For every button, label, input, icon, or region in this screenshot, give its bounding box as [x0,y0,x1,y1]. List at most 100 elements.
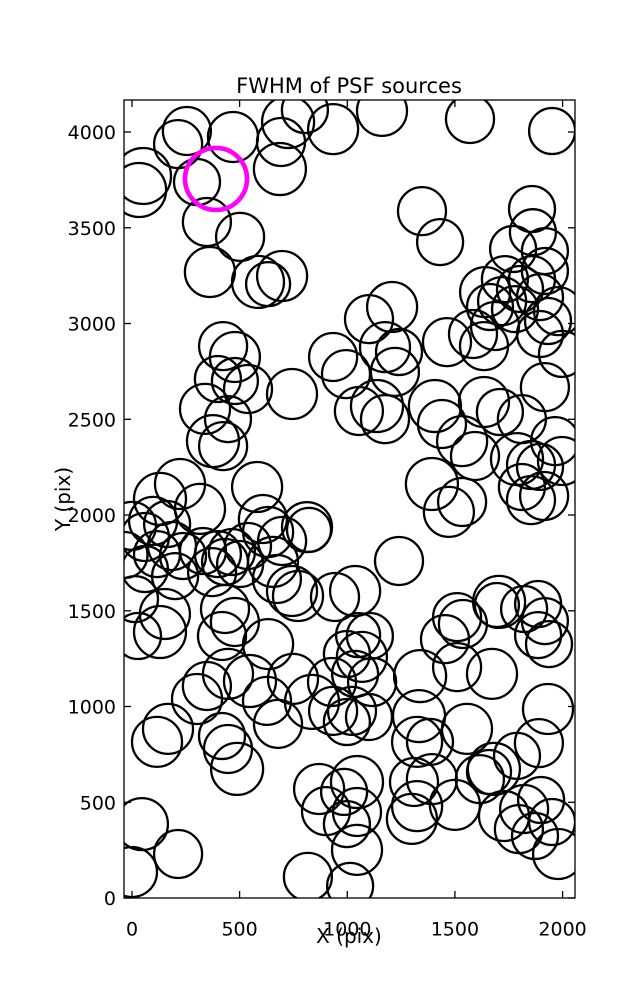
psf-source-circle [237,493,289,545]
psf-source-circle [322,697,372,747]
psf-source-circle [214,211,266,263]
psf-source-circle [513,610,563,660]
psf-source-circle [186,546,238,598]
psf-source-circle [369,346,421,398]
psf-source-circle [521,682,575,736]
y-tick-label: 3000 [68,314,116,336]
psf-source-circle [396,185,448,237]
psf-source-circle [335,630,389,684]
psf-source-circle [265,367,319,421]
psf-source-circle [415,217,465,267]
psf-source-circle [124,544,170,594]
psf-source-circle [515,442,565,492]
psf-source-circle [515,272,565,322]
psf-source-circle [330,823,384,877]
y-tick-label: 1000 [68,697,116,719]
psf-source-circle [197,420,249,472]
psf-source-circle [358,320,412,374]
psf-source-circle [373,535,425,587]
psf-source-circle [285,506,333,554]
highlighted-psf-source-circle [182,145,250,213]
psf-source-circle [181,660,233,712]
y-tick-label: 4000 [68,122,116,144]
psf-source-circle [306,102,360,156]
psf-source-circle [518,470,570,522]
psf-source-circle [132,604,188,660]
psf-source-circle [416,398,468,450]
psf-source-circle [241,617,295,671]
psf-source-circle [437,598,489,650]
psf-source-circle [222,653,278,709]
psf-source-circle [480,254,530,304]
psf-source-circle [282,851,334,898]
psf-source-circle [531,827,575,881]
tick-labels-layer: 0 500 1000 1500 2000 0 500 1000 1500 2000 2500 3000… [68,122,587,941]
psf-source-circle [365,280,419,334]
psf-source-circle [331,786,383,838]
psf-source-circle [178,382,232,436]
psf-source-circle [322,629,372,679]
psf-source-circle [524,619,574,669]
plot-border [123,99,576,899]
psf-source-circle [440,702,494,756]
psf-source-circle [330,649,380,699]
psf-source-circle [473,581,521,629]
psf-source-circle [152,118,204,170]
x-tick-label: 1000 [323,919,371,941]
x-tick-label: 2000 [538,919,586,941]
psf-source-circle [520,596,570,646]
psf-source-circle [309,571,361,623]
psf-source-circle [392,648,448,704]
y-tick-label: 2000 [68,505,116,527]
psf-source-circle [328,564,382,618]
psf-source-circle [266,652,320,706]
psf-source-circle [271,569,325,623]
x-tick-label: 500 [221,919,257,941]
psf-source-circle [222,363,274,415]
x-tick-label: 0 [126,919,138,941]
psf-source-circle [454,753,506,805]
psf-source-circle [404,456,460,512]
psf-source-circle [196,610,248,662]
psf-source-circle [497,462,547,512]
psf-source-circle [349,378,405,434]
psf-source-circle [141,702,195,756]
psf-source-circle [255,249,309,303]
psf-source-circle [519,361,571,413]
psf-source-circle [183,245,237,299]
psf-source-circle [307,331,359,383]
psf-source-circle [322,799,372,849]
psf-source-circle [130,715,184,769]
psf-source-circle [152,828,204,880]
psf-source-circle [181,196,233,248]
psf-source-circle [419,613,471,665]
y-tick-label: 500 [80,792,116,814]
psf-source-circle [244,260,292,308]
psf-source-circle [388,756,440,808]
psf-source-circle [490,284,540,334]
psf-source-circle [444,100,496,145]
psf-source-circle [537,329,575,379]
y-axis-label: Y (pix) [51,467,75,532]
psf-source-circle [385,792,439,846]
psf-source-circle [495,264,545,314]
psf-source-circle [390,715,444,769]
psf-source-circle [209,596,261,648]
psf-source-circle [124,146,173,206]
psf-source-circle [197,711,247,761]
psf-source-circle [421,316,473,368]
psf-source-circle [447,308,499,360]
x-tick-label: 1500 [431,919,479,941]
y-tick-label: 1500 [68,601,116,623]
psf-source-circle [457,375,511,429]
psf-source-circle [510,811,560,861]
psf-source-circle [458,320,510,372]
psf-source-circle [230,254,286,310]
psf-source-circle [329,754,385,810]
psf-source-circle [161,105,213,157]
psf-source-circle [150,551,200,601]
psf-source-circle [422,485,476,539]
psf-source-circle [215,539,265,589]
y-tick-label: 3500 [68,218,116,240]
